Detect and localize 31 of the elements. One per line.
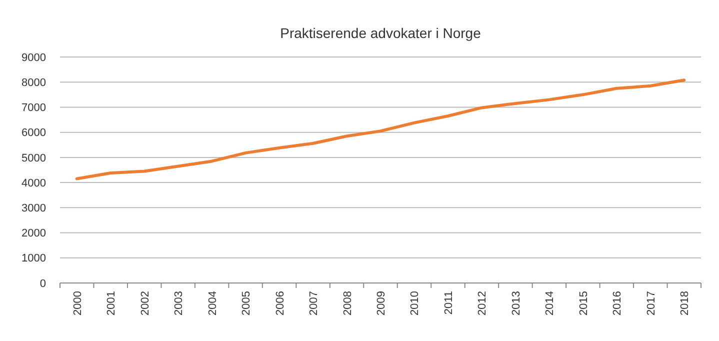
x-tick-label: 2010	[409, 291, 422, 316]
x-tick-label: 2000	[72, 291, 84, 316]
y-tick-label: 7000	[22, 102, 46, 114]
x-tick-label: 2011	[442, 291, 455, 315]
x-tick-label: 2005	[240, 291, 253, 316]
x-tick-label: 2007	[308, 291, 320, 316]
y-tick-label: 0	[40, 278, 46, 290]
x-tick-label: 2017	[645, 291, 658, 316]
y-tick-label: 5000	[22, 152, 46, 164]
x-tick-label: 2009	[376, 291, 388, 316]
y-tick-label: 3000	[22, 202, 46, 215]
x-tick-label: 2015	[578, 291, 590, 316]
line-series	[75, 78, 686, 180]
y-tick-label: 9000	[22, 52, 46, 64]
x-tick-label: 2016	[612, 291, 624, 316]
y-tick-label: 2000	[22, 228, 46, 240]
y-tick-label: 6000	[22, 127, 46, 140]
x-tick-label: 2018	[679, 291, 692, 316]
y-tick-label: 1000	[22, 252, 46, 265]
x-tick-label: 2008	[342, 291, 354, 316]
y-tick-label: 8000	[22, 76, 46, 89]
x-tick-label: 2002	[139, 291, 152, 316]
y-tick-label: 4000	[22, 177, 46, 190]
x-tick-label: 2006	[274, 291, 286, 316]
x-tick-label: 2001	[106, 291, 118, 316]
x-tick-label: 2004	[206, 291, 219, 316]
x-tick-label: 2012	[476, 291, 489, 316]
x-tick-label: 2003	[173, 291, 186, 316]
chart-title: Praktiserende advokater i Norge	[280, 25, 482, 41]
x-tick-label: 2014	[544, 291, 556, 316]
x-tick-label: 2013	[510, 291, 522, 316]
